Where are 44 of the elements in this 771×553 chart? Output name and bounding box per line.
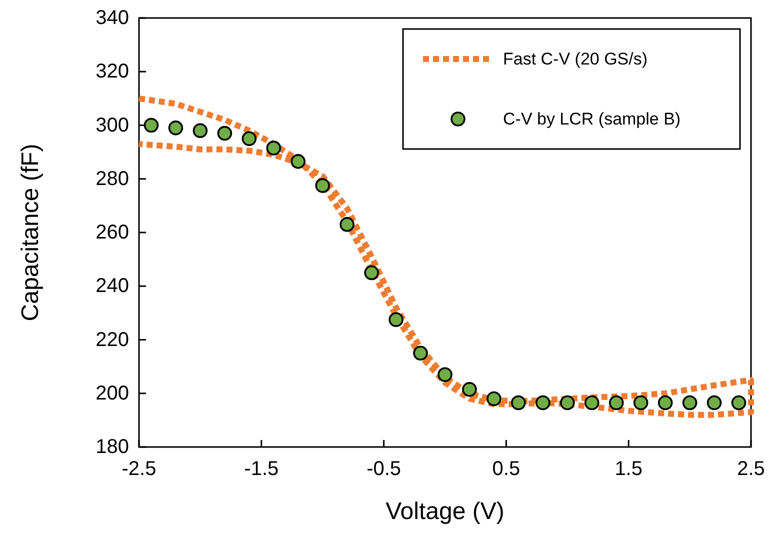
x-tick-label: 2.5 xyxy=(737,458,765,480)
point xyxy=(536,395,550,410)
point xyxy=(658,395,673,410)
y-axis-title: Capacitance (fF) xyxy=(17,144,44,322)
y-tick-label: 300 xyxy=(96,114,129,136)
y-tick-label: 260 xyxy=(96,222,129,244)
point xyxy=(340,217,354,232)
y-tick-label: 280 xyxy=(96,168,129,190)
y-tick-label: 200 xyxy=(96,382,129,404)
point xyxy=(192,123,208,138)
x-tick-label: -1.5 xyxy=(244,458,279,480)
x-tick-label: -0.5 xyxy=(366,458,402,480)
point xyxy=(608,395,624,410)
y-tick-label: 220 xyxy=(96,328,129,351)
x-tick-label: -2.5 xyxy=(122,458,156,480)
point xyxy=(364,265,379,280)
point xyxy=(682,395,698,410)
point xyxy=(706,395,722,410)
point xyxy=(144,118,159,133)
point xyxy=(462,382,477,397)
point xyxy=(633,395,648,410)
point xyxy=(388,312,404,328)
point xyxy=(242,131,257,146)
point xyxy=(486,391,502,406)
point xyxy=(413,346,428,361)
point xyxy=(315,178,330,193)
legend-label: Fast C-V (20 GS/s) xyxy=(503,50,648,68)
point xyxy=(560,395,575,410)
point xyxy=(168,120,184,136)
y-tick-label: 320 xyxy=(96,60,129,83)
y-tick-label: 340 xyxy=(96,7,129,29)
point xyxy=(438,367,452,382)
point xyxy=(584,395,600,410)
y-tick-label: 180 xyxy=(96,436,129,458)
point xyxy=(290,154,306,169)
x-tick-label: 1.5 xyxy=(614,458,643,480)
legend-label: C-V by LCR (sample B) xyxy=(503,110,681,128)
point xyxy=(217,126,232,141)
x-tick-label: 0.5 xyxy=(492,458,520,480)
x-axis-title: Voltage (V) xyxy=(386,498,504,525)
point xyxy=(731,395,746,410)
point xyxy=(266,140,282,156)
y-tick-label: 240 xyxy=(96,275,129,298)
point xyxy=(511,395,526,410)
